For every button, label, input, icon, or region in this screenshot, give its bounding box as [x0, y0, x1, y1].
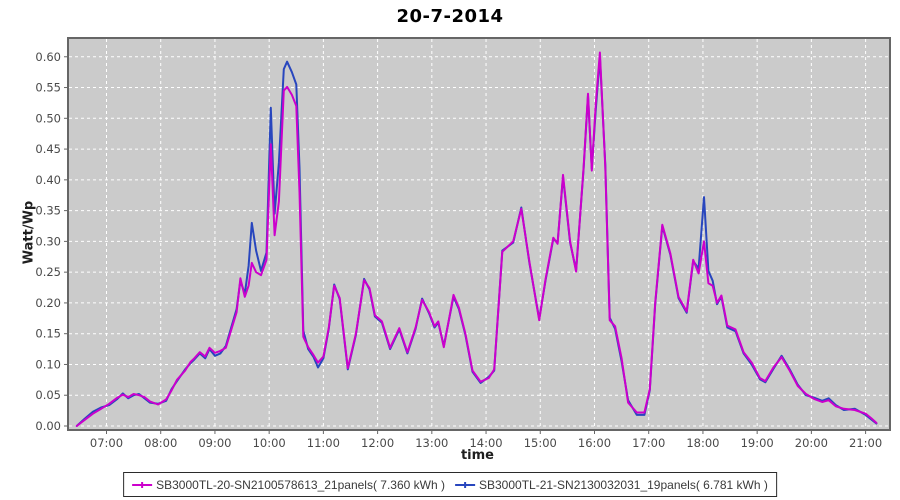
x-tick-label: 17:00	[632, 436, 665, 450]
legend-item-inverter-21: SB3000TL-21-SN2130032031_19panels( 6.781…	[455, 478, 768, 492]
plot-area: 0.00 0.05 0.10 0.15 0.20 0.25 0.30 0.35 0.40 0.45…	[35, 37, 891, 450]
legend-label: SB3000TL-21-SN2130032031_19panels( 6.781…	[479, 477, 768, 492]
y-tick-label: 0.05	[35, 388, 61, 402]
y-tick-label: 0.20	[35, 296, 61, 310]
legend: SB3000TL-20-SN2100578613_21panels( 7.360…	[123, 472, 777, 497]
x-tick-label: 09:00	[198, 436, 231, 450]
y-tick-label: 0.60	[35, 50, 61, 64]
y-axis-label: Watt/Wp	[21, 200, 37, 265]
x-axis-label: time	[460, 448, 495, 463]
y-tick-label: 0.00	[35, 419, 61, 433]
x-tick-label: 11:00	[307, 436, 340, 450]
series-line-icon	[132, 480, 153, 490]
y-tick-label: 0.15	[35, 327, 61, 341]
y-tick-label: 0.45	[35, 142, 61, 156]
x-tick-label: 07:00	[90, 436, 123, 450]
x-tick-label: 08:00	[144, 436, 177, 450]
x-tick-label: 20:00	[795, 436, 828, 450]
plot-frame	[67, 37, 891, 431]
chart-title: 20-7-2014	[396, 6, 504, 27]
legend-label: SB3000TL-20-SN2100578613_21panels( 7.360…	[156, 477, 445, 492]
legend-item-inverter-20: SB3000TL-20-SN2100578613_21panels( 7.360…	[132, 478, 445, 492]
x-tick-label: 21:00	[849, 436, 882, 450]
y-tick-label: 0.50	[35, 111, 61, 125]
series-line	[75, 51, 878, 427]
x-tick-label: 18:00	[686, 436, 719, 450]
y-tick-label: 0.55	[35, 81, 61, 95]
series-line-icon	[455, 480, 475, 490]
x-tick-label: 10:00	[253, 436, 286, 450]
y-tick-label: 0.10	[35, 357, 61, 371]
y-tick-label: 0.40	[35, 173, 61, 187]
x-tick-label: 13:00	[415, 436, 448, 450]
plot-background	[68, 38, 890, 430]
x-tick-label: 12:00	[361, 436, 394, 450]
x-tick-label: 15:00	[524, 436, 557, 450]
y-tick-label: 0.25	[35, 265, 61, 279]
x-tick-label: 16:00	[578, 436, 611, 450]
x-tick-label: 19:00	[741, 436, 774, 450]
x-tick-label: 14:00	[469, 436, 502, 450]
y-tick-label: 0.35	[35, 204, 61, 218]
y-tick-label: 0.30	[35, 234, 61, 248]
